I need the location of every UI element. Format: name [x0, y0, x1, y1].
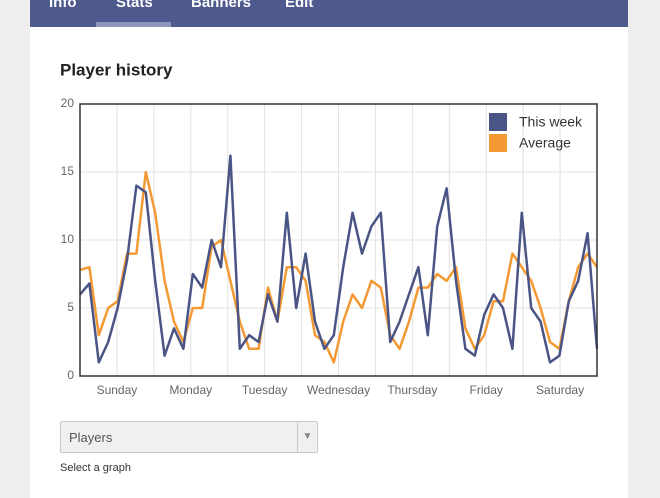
series-line	[79, 170, 599, 364]
legend-label: This week	[519, 114, 583, 130]
card	[30, 27, 628, 498]
select-hint: Select a graph	[60, 462, 131, 474]
nav-bar: Info Stats Banners Edit	[30, 0, 628, 27]
chart-title: Player history	[60, 60, 173, 79]
tab[interactable]: Banners	[191, 0, 252, 11]
legend-swatch	[489, 113, 507, 131]
select-caret[interactable]: ▼	[297, 422, 317, 452]
y-tick-label: 20	[61, 96, 75, 110]
y-tick-label: 15	[61, 164, 75, 178]
y-tick-label: 10	[61, 232, 75, 246]
x-tick-label: Wednesday	[307, 383, 370, 397]
tab[interactable]: Info	[49, 0, 77, 11]
x-tick-label: Sunday	[97, 383, 138, 397]
tab[interactable]: Edit	[285, 0, 314, 11]
plot-border	[79, 103, 598, 377]
select-value: Players	[69, 430, 113, 445]
x-tick-label: Saturday	[536, 383, 584, 397]
x-tick-label: Tuesday	[242, 383, 288, 397]
tab[interactable]: Stats	[116, 0, 153, 11]
chart: Player history 0 5 10 15 20 Sunday Monday Tuesd…	[60, 60, 599, 397]
series-line	[79, 154, 599, 364]
graph-select[interactable]: Players ▼	[60, 421, 318, 453]
y-tick-label: 5	[67, 300, 74, 314]
x-tick-label: Monday	[169, 383, 212, 397]
legend-swatch	[489, 134, 507, 152]
x-tick-label: Friday	[470, 383, 503, 397]
y-tick-label: 0	[67, 368, 74, 382]
legend-label: Average	[519, 135, 571, 151]
active-tab-indicator	[96, 22, 171, 27]
x-tick-label: Thursday	[387, 383, 437, 397]
